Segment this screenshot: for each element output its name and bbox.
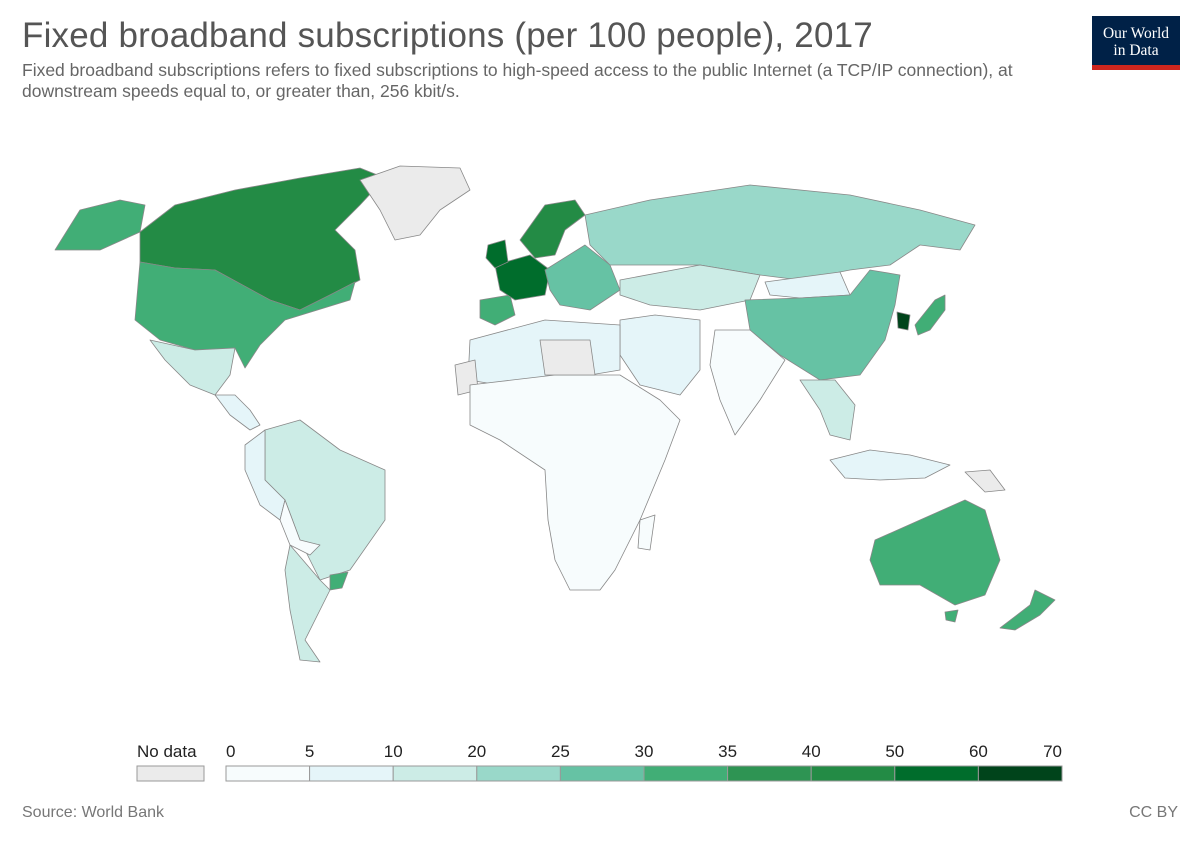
license-note[interactable]: CC BY	[1129, 804, 1178, 821]
region-western-europe[interactable]	[494, 254, 551, 301]
region-china[interactable]	[744, 269, 901, 381]
source-note[interactable]: Source: World Bank	[22, 804, 164, 821]
region-russia[interactable]	[584, 184, 976, 281]
region-africa-no-data-[interactable]	[539, 339, 596, 376]
owid-logo[interactable]: Our World in Data	[1092, 16, 1180, 70]
region-indonesia[interactable]	[829, 449, 951, 481]
region-central-america[interactable]	[214, 394, 261, 431]
region-sub-saharan-africa[interactable]	[637, 514, 656, 551]
region-argentina[interactable]	[284, 544, 331, 663]
legend-no-data-swatch	[136, 765, 205, 782]
legend-bin-25-30[interactable]	[559, 765, 645, 782]
region-eastern-europe[interactable]	[544, 244, 621, 311]
legend-tick-label: 25	[551, 742, 570, 761]
region-united-states[interactable]	[54, 199, 146, 251]
region-scandinavia[interactable]	[519, 199, 586, 259]
region-australia[interactable]	[869, 499, 1001, 606]
region-sub-saharan-africa[interactable]	[469, 374, 681, 591]
region-australia[interactable]	[944, 609, 959, 623]
legend-bin-10-20[interactable]	[392, 765, 478, 782]
region-japan[interactable]	[914, 294, 946, 336]
legend-bin-30-35[interactable]	[643, 765, 729, 782]
logo-line-2: in Data	[1113, 42, 1159, 59]
region-southeast-asia[interactable]	[799, 379, 856, 441]
legend-tick-label: 20	[467, 742, 486, 761]
region-india[interactable]	[709, 329, 786, 436]
region-western-europe[interactable]	[485, 239, 509, 269]
color-legend: No data 0 5 10 20 25 30 35 40 50 60 70	[136, 742, 1063, 782]
legend-no-data-label: No data	[137, 742, 197, 761]
legend-tick-label: 30	[635, 742, 654, 761]
legend-bin-0-5[interactable]	[225, 765, 311, 782]
legend-bin-50-60[interactable]	[894, 765, 979, 782]
legend-bin-20-25[interactable]	[476, 765, 561, 782]
legend-bin-60-70[interactable]	[977, 765, 1063, 782]
legend-tick-label: 35	[718, 742, 737, 761]
region-uruguay[interactable]	[329, 571, 349, 591]
legend-tick-label: 70	[1043, 742, 1062, 761]
legend-bin-35-40[interactable]	[727, 765, 812, 782]
legend-tick-label: 10	[384, 742, 403, 761]
region-bolivia[interactable]	[279, 499, 321, 556]
region-middle-east[interactable]	[619, 314, 701, 396]
region-iberia[interactable]	[479, 294, 516, 326]
legend-tick-label: 5	[305, 742, 314, 761]
legend-tick-label: 60	[969, 742, 988, 761]
region-south-korea[interactable]	[896, 311, 911, 331]
logo-line-1: Our World	[1102, 25, 1170, 42]
legend-tick-label: 40	[802, 742, 821, 761]
region-mexico[interactable]	[149, 339, 236, 396]
legend-tick-label: 0	[226, 742, 235, 761]
legend-bin-40-50[interactable]	[810, 765, 896, 782]
legend-bin-5-10[interactable]	[309, 765, 394, 782]
legend-tick-label: 50	[885, 742, 904, 761]
region-greenland[interactable]	[359, 165, 471, 241]
chart-subtitle: Fixed broadband subscriptions refers to …	[22, 60, 1013, 101]
region-united-states[interactable]	[134, 261, 356, 369]
region-papua-new-guinea[interactable]	[964, 469, 1006, 493]
region-new-zealand[interactable]	[999, 589, 1056, 631]
region-kazakhstan[interactable]	[619, 264, 761, 311]
chart-title: Fixed broadband subscriptions (per 100 p…	[22, 16, 873, 55]
